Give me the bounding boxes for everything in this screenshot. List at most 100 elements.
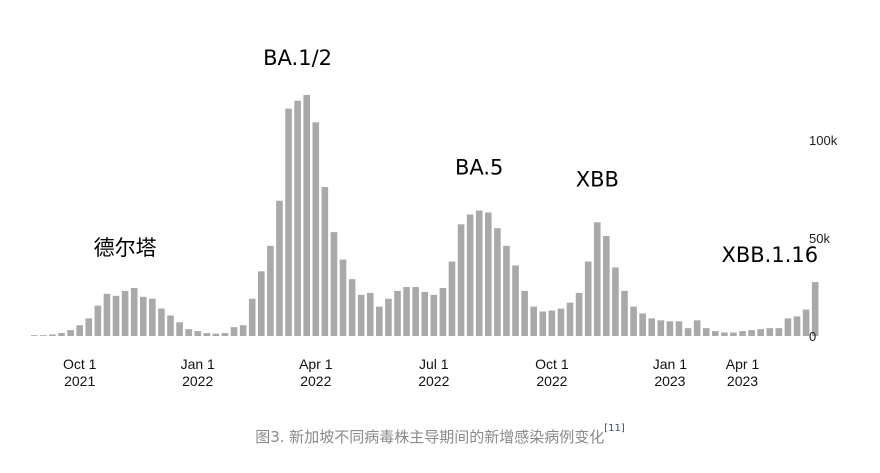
bar	[575, 292, 583, 336]
bar	[203, 333, 211, 336]
bar	[385, 298, 392, 336]
bar	[339, 259, 347, 336]
bar	[294, 100, 301, 336]
bar	[330, 232, 338, 336]
bar	[603, 236, 610, 336]
bar	[539, 311, 547, 336]
bar	[566, 302, 574, 336]
bar	[793, 316, 801, 336]
bar	[557, 308, 565, 336]
x-tick-label: Oct 1	[535, 356, 569, 372]
x-tick-label: Apr 1	[299, 356, 333, 372]
bar	[76, 325, 83, 336]
bar	[712, 331, 719, 336]
bar	[457, 224, 465, 336]
bar	[612, 267, 619, 336]
bar	[267, 245, 274, 336]
bar	[230, 327, 238, 336]
variant-label: XBB.1.16	[721, 243, 818, 267]
bar	[321, 187, 329, 336]
bar	[485, 212, 492, 336]
bar	[285, 108, 292, 336]
bar	[58, 333, 65, 336]
bar	[167, 315, 174, 336]
bar	[185, 329, 192, 336]
bar	[466, 214, 474, 336]
bar	[303, 94, 310, 336]
variant-label: XBB	[576, 167, 619, 191]
figure-caption: 图3. 新加坡不同病毒株主导期间的新增感染病例变化[11]	[0, 423, 880, 447]
bar	[775, 328, 783, 336]
bar	[430, 294, 438, 336]
bar	[593, 222, 601, 336]
bar	[40, 335, 47, 336]
variant-label: BA.5	[455, 156, 503, 180]
bar	[657, 320, 665, 336]
bar	[94, 305, 102, 336]
caption-reference: [11]	[604, 423, 625, 434]
bar	[811, 282, 819, 336]
bar	[221, 333, 229, 336]
caption-text: 图3. 新加坡不同病毒株主导期间的新增感染病例变化	[255, 428, 605, 446]
bar	[512, 265, 519, 336]
x-tick-year: 2021	[64, 373, 95, 389]
bar	[85, 318, 93, 336]
bar	[693, 320, 701, 336]
bar	[666, 321, 674, 336]
bar	[684, 328, 692, 336]
bar	[675, 321, 683, 336]
bar	[276, 200, 283, 336]
bar	[357, 294, 365, 336]
bar	[176, 322, 183, 336]
bar	[521, 290, 528, 336]
bar	[584, 261, 592, 336]
bar	[739, 331, 746, 336]
bar	[112, 295, 120, 336]
x-tick-label: Oct 1	[63, 356, 97, 372]
x-tick-label: Apr 1	[726, 356, 760, 372]
bar	[239, 325, 247, 336]
bar	[621, 290, 628, 336]
bar	[67, 330, 74, 336]
y-axis: 0 50k 100k	[809, 133, 838, 344]
x-tick-label: Jan 1	[653, 356, 687, 372]
bar	[130, 287, 138, 336]
bar	[548, 310, 556, 336]
x-tick-label: Jul 1	[419, 356, 449, 372]
bar	[412, 287, 419, 336]
variant-label: BA.1/2	[263, 46, 332, 70]
bar	[630, 306, 637, 336]
bar	[448, 261, 456, 336]
bar	[784, 318, 792, 336]
bar	[258, 271, 265, 336]
bar	[702, 328, 710, 336]
bar	[494, 228, 501, 336]
bar	[366, 292, 374, 336]
bar	[49, 334, 56, 336]
x-tick-year: 2022	[182, 373, 213, 389]
x-tick-year: 2023	[654, 373, 685, 389]
bar	[348, 279, 356, 336]
y-tick-label: 100k	[809, 133, 838, 148]
bars-group	[31, 94, 819, 336]
bar	[421, 291, 429, 336]
bar	[748, 330, 755, 336]
bar	[503, 245, 510, 336]
bar	[312, 122, 320, 336]
variant-label: 德尔塔	[94, 236, 157, 260]
bar	[639, 313, 646, 336]
bar	[194, 331, 202, 336]
bar	[139, 296, 147, 336]
bar	[394, 290, 401, 336]
bar	[103, 293, 111, 336]
bar	[475, 210, 483, 336]
bar	[721, 332, 728, 336]
bar	[248, 298, 256, 336]
bar	[31, 335, 38, 336]
bar	[766, 328, 774, 336]
bar	[530, 306, 537, 336]
bar	[802, 309, 810, 336]
bar	[757, 329, 764, 336]
x-tick-year: 2023	[727, 373, 758, 389]
